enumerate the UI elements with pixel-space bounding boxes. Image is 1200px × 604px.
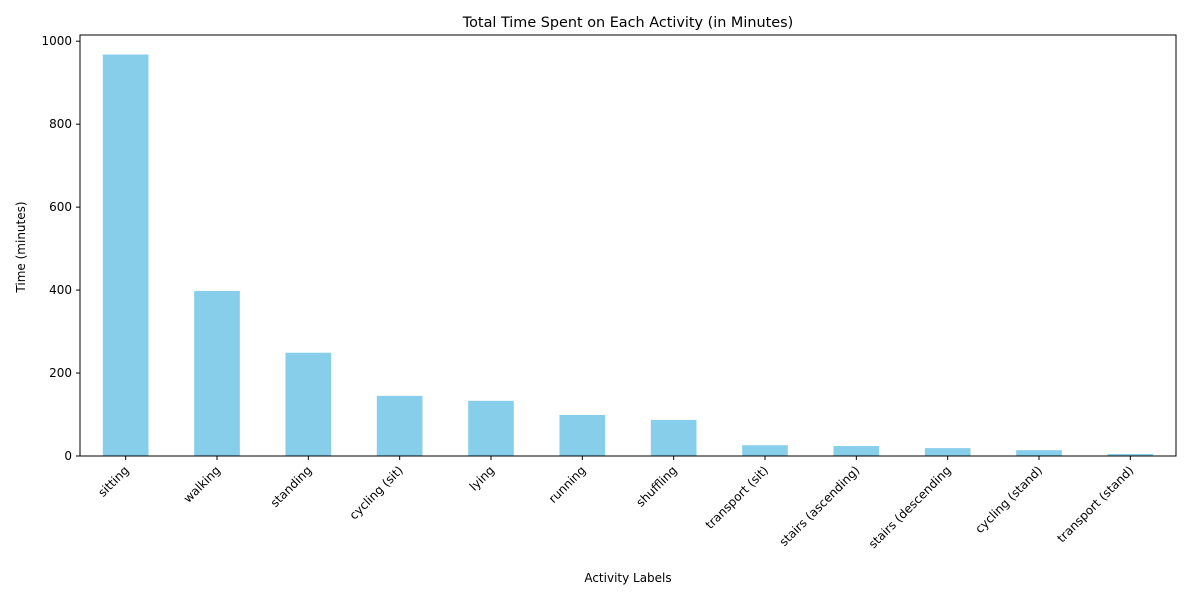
bar-12 — [1107, 453, 1154, 456]
y-axis: 0 200 400 600 800 1000 — [41, 34, 80, 463]
plot-frame — [79, 34, 1177, 457]
x-axis: sitting walking standing cycling (sit) lying… — [95, 456, 1136, 551]
x-tick-label-2: walking — [181, 463, 223, 505]
y-tick-label-3: 400 — [49, 283, 72, 297]
bars-layer — [102, 54, 1154, 457]
y-axis-label: Time (minutes) — [14, 201, 28, 293]
x-tick-label-4: cycling (sit) — [347, 463, 406, 522]
y-tick-label-1: 0 — [64, 449, 72, 463]
bar-11 — [1016, 450, 1062, 456]
y-tick-label-6: 1000 — [41, 34, 72, 48]
x-tick-label-3: standing — [268, 463, 315, 510]
x-axis-label: Activity Labels — [584, 571, 671, 585]
bar-5 — [468, 400, 514, 456]
y-tick-label-2: 200 — [49, 366, 72, 380]
x-tick-label-12: transport (stand) — [1054, 463, 1136, 545]
x-tick-label-6: running — [546, 463, 589, 506]
bar-9 — [833, 446, 880, 456]
x-tick-label-11: cycling (stand) — [972, 463, 1045, 536]
x-tick-label-7: shuffling — [633, 463, 679, 509]
bar-4 — [376, 395, 423, 456]
y-tick-label-4: 600 — [49, 200, 72, 214]
bar-1 — [102, 54, 149, 457]
x-tick-label-1: sitting — [95, 463, 131, 499]
bar-6 — [559, 414, 606, 456]
x-tick-label-5: lying — [467, 463, 497, 493]
bar-10 — [924, 448, 971, 456]
bar-3 — [285, 352, 332, 456]
y-tick-label-5: 800 — [49, 117, 72, 131]
x-tick-label-10: stairs (descending — [866, 463, 954, 551]
bar-8 — [742, 445, 788, 456]
bar-7 — [650, 419, 697, 456]
bar-2 — [194, 290, 240, 456]
chart-title: Total Time Spent on Each Activity (in Mi… — [462, 15, 793, 31]
x-tick-label-8: transport (sit) — [703, 463, 772, 532]
x-tick-label-9: stairs (ascending) — [777, 463, 863, 549]
